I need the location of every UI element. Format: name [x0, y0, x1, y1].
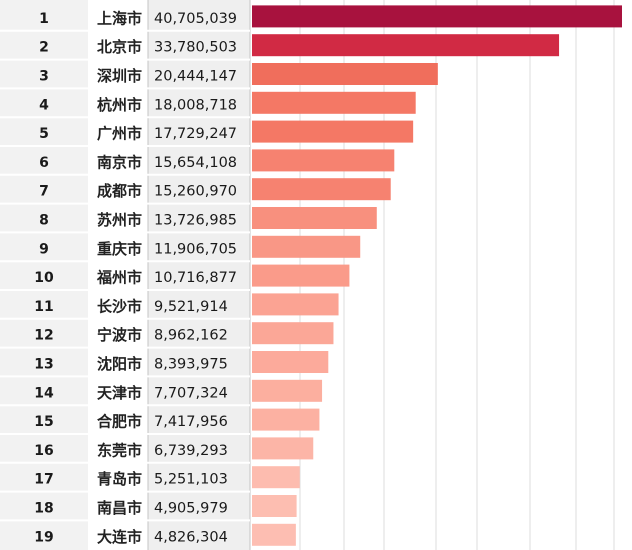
table-row: 17 青岛市 5,251,103: [0, 461, 300, 489]
city-label: 苏州市: [97, 211, 142, 229]
table-row: 16 东莞市 6,739,293: [0, 433, 314, 460]
rank-label: 16: [34, 443, 53, 459]
bar: [252, 408, 320, 431]
bar: [252, 235, 361, 258]
city-label: 南京市: [97, 153, 142, 171]
bar: [252, 351, 329, 373]
table-row: 2 北京市 33,780,503: [0, 29, 560, 57]
city-label: 杭州市: [97, 96, 142, 114]
table-row: 9 重庆市 11,906,705: [0, 231, 361, 258]
table-row: 15 合肥市 7,417,956: [0, 404, 320, 431]
table-row: 14 天津市 7,707,324: [0, 375, 323, 402]
bar: [252, 207, 377, 229]
table-row: 12 宁波市 8,962,162: [0, 317, 334, 345]
bar: [252, 63, 438, 85]
value-label: 11,906,705: [154, 241, 237, 257]
city-label: 北京市: [97, 38, 142, 56]
bar: [252, 34, 560, 57]
value-label: 8,962,162: [154, 328, 228, 344]
rank-label: 2: [39, 40, 49, 56]
rank-label: 3: [39, 69, 49, 85]
city-label: 南昌市: [97, 499, 142, 517]
bar: [252, 264, 350, 287]
table-row: 3 深圳市 20,444,147: [0, 58, 438, 85]
value-label: 9,521,914: [154, 299, 228, 315]
bar: [252, 379, 323, 402]
table-row: 1 上海市 40,705,039: [39, 5, 622, 28]
bar: [252, 91, 416, 114]
table-row: 4 杭州市 18,008,718: [0, 87, 416, 114]
rank-label: 13: [34, 357, 53, 373]
table-row: 13 沈阳市 8,393,975: [0, 346, 329, 373]
city-label: 深圳市: [97, 67, 142, 85]
bar: [252, 466, 300, 489]
city-label: 成都市: [97, 182, 142, 200]
city-label: 青岛市: [97, 470, 142, 488]
city-label: 长沙市: [97, 297, 142, 315]
city-label: 合肥市: [96, 413, 142, 431]
table-row: 19 大连市 4,826,304: [0, 519, 296, 546]
rank-label: 5: [39, 126, 49, 142]
bar: [252, 120, 414, 143]
bar: [252, 437, 314, 460]
value-label: 8,393,975: [154, 357, 228, 373]
rank-label: 17: [34, 472, 53, 488]
value-label: 13,726,985: [154, 213, 237, 229]
rank-label: 18: [34, 501, 53, 517]
rank-label: 14: [34, 385, 54, 401]
value-label: 15,260,970: [154, 184, 237, 200]
value-label: 40,705,039: [154, 11, 237, 27]
bar: [252, 178, 391, 201]
rank-label: 1: [39, 11, 49, 27]
city-label: 重庆市: [97, 240, 142, 258]
city-label: 广州市: [97, 125, 142, 143]
city-label: 大连市: [97, 528, 142, 546]
value-label: 18,008,718: [154, 97, 237, 113]
bar: [252, 149, 395, 172]
value-label: 17,729,247: [154, 126, 237, 142]
value-label: 15,654,108: [154, 155, 237, 171]
rank-label: 7: [39, 184, 49, 200]
value-label: 20,444,147: [154, 69, 237, 85]
value-label: 5,251,103: [154, 472, 228, 488]
table-row: 6 南京市 15,654,108: [0, 145, 395, 172]
value-label: 4,905,979: [154, 501, 228, 517]
rank-label: 8: [39, 213, 49, 229]
bar: [252, 495, 297, 517]
rank-label: 10: [34, 270, 54, 286]
rank-column-bg: [0, 0, 88, 550]
city-label: 沈阳市: [97, 355, 142, 373]
table-row: 18 南昌市 4,905,979: [0, 490, 297, 517]
value-label: 7,707,324: [154, 385, 228, 401]
value-label: 7,417,956: [154, 414, 228, 430]
value-label: 10,716,877: [154, 270, 237, 286]
rank-label: 4: [39, 97, 49, 113]
city-label: 天津市: [97, 384, 142, 402]
bar: [252, 322, 334, 345]
table-row: 7 成都市 15,260,970: [0, 173, 391, 201]
bar: [252, 5, 622, 28]
city-label: 宁波市: [97, 326, 142, 344]
bar: [252, 523, 296, 546]
rank-label: 12: [34, 328, 53, 344]
table-row: 11 长沙市 9,521,914: [0, 289, 339, 316]
table-row: 8 苏州市 13,726,985: [0, 202, 377, 229]
table-row: 10 福州市 10,716,877: [0, 260, 350, 287]
value-column-bg: [148, 0, 250, 550]
city-label: 东莞市: [97, 441, 142, 459]
table-row: 5 广州市 17,729,247: [0, 116, 414, 143]
city-label: 上海市: [97, 9, 142, 27]
rank-label: 19: [34, 529, 53, 545]
bar: [252, 293, 339, 316]
rank-label: 9: [39, 241, 49, 257]
value-label: 4,826,304: [154, 529, 228, 545]
value-label: 6,739,293: [154, 443, 228, 459]
city-label: 福州市: [96, 269, 142, 287]
rank-label: 6: [39, 155, 49, 171]
rank-label: 11: [34, 299, 53, 315]
value-label: 33,780,503: [154, 40, 237, 56]
rank-label: 15: [34, 414, 53, 430]
